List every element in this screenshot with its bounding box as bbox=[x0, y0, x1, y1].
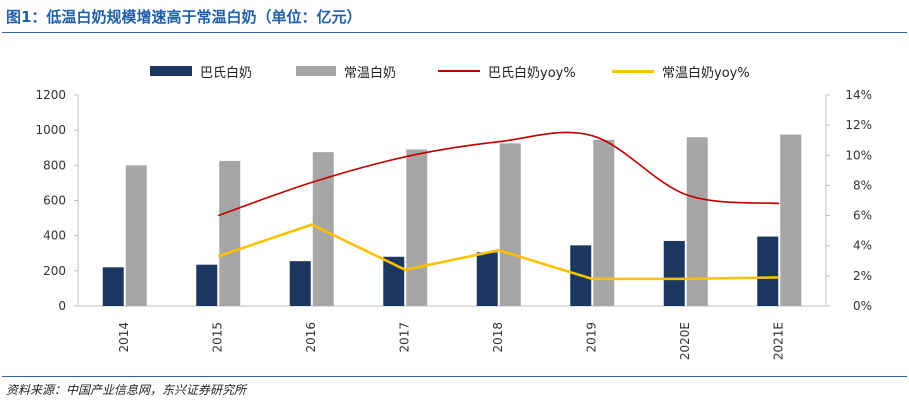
legend-item-pasteurized: 巴氏白奶 bbox=[150, 62, 253, 81]
x-tick-label: 2015 bbox=[210, 322, 224, 353]
line-pasteurized-yoy bbox=[217, 131, 780, 217]
bar-pasteurized bbox=[289, 261, 311, 306]
left-tick-label: 1000 bbox=[35, 123, 66, 137]
bar-pasteurized bbox=[476, 252, 498, 306]
right-tick-label: 8% bbox=[853, 178, 872, 192]
right-tick-label: 10% bbox=[845, 148, 872, 162]
left-tick-label: 200 bbox=[43, 264, 66, 278]
x-tick-label: 2014 bbox=[117, 322, 131, 353]
chart: 巴氏白奶 常温白奶 巴氏白奶yoy% 常温白奶yoy% 0 200 400 600 80… bbox=[0, 34, 909, 374]
legend-item-ambient: 常温白奶 bbox=[296, 62, 397, 81]
legend-item-ambient-yoy: 常温白奶yoy% bbox=[612, 62, 750, 81]
right-tick-label: 4% bbox=[853, 239, 872, 253]
source-note: 资料来源：中国产业信息网，东兴证券研究所 bbox=[6, 383, 247, 397]
left-tick-label: 600 bbox=[43, 194, 66, 208]
x-tick-label: 2021E bbox=[771, 322, 785, 360]
bar-ambient bbox=[780, 134, 802, 306]
right-tick-label: 12% bbox=[845, 118, 872, 132]
bar-pasteurized bbox=[102, 267, 124, 306]
legend-label-pasteurized: 巴氏白奶 bbox=[200, 65, 253, 81]
line-ambient-yoy bbox=[217, 223, 780, 281]
bar-ambient bbox=[125, 165, 147, 306]
right-tick-label: 0% bbox=[853, 299, 872, 313]
right-tick-label: 2% bbox=[853, 269, 872, 283]
x-tick-label: 2018 bbox=[491, 322, 505, 353]
bar-ambient bbox=[593, 139, 615, 306]
x-tick-label: 2019 bbox=[584, 322, 598, 353]
left-tick-label: 0 bbox=[58, 299, 66, 313]
right-tick-label: 6% bbox=[853, 209, 872, 223]
bar-ambient bbox=[219, 160, 241, 306]
legend-swatch-ambient bbox=[296, 66, 336, 76]
bar-pasteurized bbox=[196, 264, 218, 306]
bar-pasteurized bbox=[383, 256, 405, 306]
bar-ambient bbox=[406, 149, 428, 306]
bar-pasteurized bbox=[757, 236, 779, 306]
title-rule bbox=[2, 32, 907, 33]
legend-item-pasteurized-yoy: 巴氏白奶yoy% bbox=[438, 62, 576, 81]
x-tick-label: 2020E bbox=[678, 322, 692, 360]
x-tick-label: 2017 bbox=[397, 322, 411, 353]
left-tick-label: 1200 bbox=[35, 88, 66, 102]
right-tick-label: 14% bbox=[845, 88, 872, 102]
legend-label-ambient: 常温白奶 bbox=[344, 65, 397, 81]
chart-plot: 0 200 400 600 800 1000 1200 0% 2% 4% 6% 8% 10% 12% 14%… bbox=[35, 88, 872, 360]
bar-ambient bbox=[499, 143, 521, 306]
bar-ambient bbox=[686, 137, 708, 306]
figure-title: 图1：低温白奶规模增速高于常温白奶（单位：亿元） bbox=[6, 8, 362, 26]
left-tick-label: 400 bbox=[43, 229, 66, 243]
legend-swatch-pasteurized-yoy bbox=[438, 70, 480, 72]
legend-swatch-ambient-yoy bbox=[612, 69, 654, 73]
left-tick-label: 800 bbox=[43, 158, 66, 172]
bar-pasteurized bbox=[663, 240, 685, 306]
legend-swatch-pasteurized bbox=[150, 66, 192, 76]
legend-label-ambient-yoy: 常温白奶yoy% bbox=[662, 65, 750, 81]
legend: 巴氏白奶 常温白奶 巴氏白奶yoy% 常温白奶yoy% bbox=[0, 62, 909, 81]
x-tick-label: 2016 bbox=[304, 322, 318, 353]
source-rule bbox=[2, 376, 907, 377]
legend-label-pasteurized-yoy: 巴氏白奶yoy% bbox=[488, 65, 576, 81]
